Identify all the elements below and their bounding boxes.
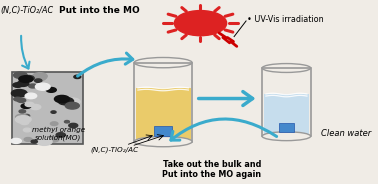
- Ellipse shape: [134, 137, 192, 147]
- Circle shape: [64, 98, 77, 105]
- Bar: [279, 123, 294, 132]
- Circle shape: [13, 83, 22, 87]
- Bar: [155, 126, 172, 137]
- Text: Clean water: Clean water: [321, 129, 371, 138]
- Circle shape: [14, 72, 27, 78]
- Circle shape: [21, 104, 31, 108]
- Circle shape: [29, 84, 37, 88]
- Circle shape: [50, 122, 58, 125]
- Circle shape: [20, 121, 29, 125]
- Circle shape: [56, 133, 65, 137]
- Circle shape: [33, 73, 47, 80]
- Circle shape: [33, 75, 46, 81]
- Circle shape: [58, 98, 74, 105]
- Circle shape: [19, 76, 33, 82]
- Circle shape: [36, 83, 50, 90]
- Circle shape: [174, 10, 227, 36]
- Text: (N,C)-TiO₂/AC: (N,C)-TiO₂/AC: [1, 6, 54, 15]
- Circle shape: [23, 128, 31, 132]
- Circle shape: [54, 95, 70, 103]
- Circle shape: [17, 81, 29, 86]
- Circle shape: [25, 102, 34, 107]
- Circle shape: [23, 75, 34, 81]
- Circle shape: [31, 140, 37, 143]
- Circle shape: [65, 121, 70, 123]
- Text: Put into the MO: Put into the MO: [59, 6, 140, 15]
- Text: Take out the bulk and
Put into the MO again: Take out the bulk and Put into the MO ag…: [162, 160, 261, 179]
- Text: methyl orange
solution(MO): methyl orange solution(MO): [32, 127, 85, 141]
- Circle shape: [11, 89, 27, 97]
- Circle shape: [65, 102, 79, 109]
- Circle shape: [25, 93, 37, 99]
- FancyArrowPatch shape: [21, 36, 29, 68]
- Circle shape: [35, 79, 42, 82]
- Circle shape: [24, 137, 32, 141]
- Bar: [263, 94, 309, 135]
- Circle shape: [30, 105, 41, 110]
- Circle shape: [19, 110, 26, 113]
- FancyArrowPatch shape: [77, 53, 133, 76]
- Circle shape: [17, 98, 26, 102]
- Circle shape: [69, 123, 78, 128]
- Ellipse shape: [262, 132, 311, 141]
- Circle shape: [23, 114, 29, 117]
- Text: (N,C)-TiO₂/AC: (N,C)-TiO₂/AC: [90, 147, 139, 153]
- Circle shape: [15, 116, 31, 123]
- FancyArrowPatch shape: [171, 119, 277, 140]
- Circle shape: [36, 138, 52, 145]
- Circle shape: [48, 137, 59, 142]
- Bar: [134, 63, 192, 142]
- Circle shape: [14, 97, 22, 101]
- Circle shape: [46, 88, 56, 92]
- Circle shape: [11, 138, 21, 144]
- Circle shape: [51, 111, 56, 113]
- Circle shape: [15, 114, 28, 120]
- Circle shape: [65, 98, 80, 105]
- Text: • UV-Vis irradiation: • UV-Vis irradiation: [247, 15, 324, 24]
- Bar: [136, 88, 191, 141]
- Bar: [262, 68, 311, 136]
- Circle shape: [74, 75, 81, 79]
- Bar: [12, 72, 83, 144]
- FancyArrowPatch shape: [198, 92, 253, 105]
